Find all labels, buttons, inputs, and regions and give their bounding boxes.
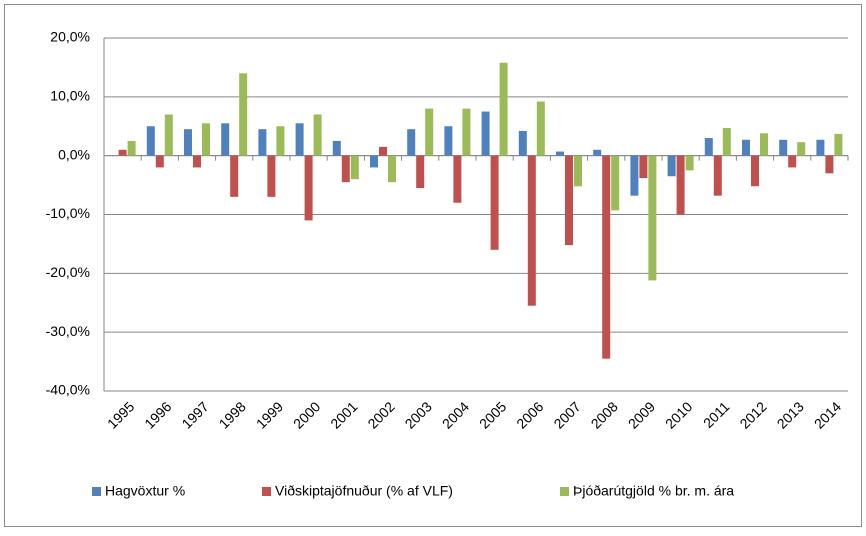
bar [593,149,602,156]
bar [685,155,694,171]
bar [164,114,173,156]
bar [490,155,499,250]
bar [258,129,267,156]
bar [556,151,564,156]
bar [713,155,722,196]
y-tick-label: -30,0% [46,323,90,339]
bar [444,126,453,156]
bar [462,108,471,156]
bar [565,155,573,246]
bar [518,130,527,156]
bar [267,155,276,197]
bar [304,155,313,221]
bar [797,142,806,156]
y-tick-label: -20,0% [46,264,90,280]
legend-swatch [560,487,569,496]
bar [676,155,685,215]
bar [313,114,322,156]
bar [332,140,341,156]
bar [704,138,713,156]
y-tick-label: 10,0% [50,88,90,104]
bar [118,149,127,156]
bar [341,155,350,183]
bar [742,139,750,156]
bar [481,111,490,156]
bar [536,101,545,156]
legend-swatch [262,487,271,496]
bar [667,155,676,177]
bar [499,62,508,156]
bar [184,129,192,156]
bar [453,155,462,203]
bar [425,108,434,156]
bar [527,155,536,306]
bar [193,155,201,168]
bar [155,155,164,168]
bar [350,155,359,180]
bar [276,126,285,156]
y-tick-label: -10,0% [46,205,90,221]
bar [611,155,620,211]
bar [127,140,136,156]
bar [370,155,378,168]
bar [825,155,834,174]
bar [295,123,304,156]
bar [630,155,639,196]
y-tick-label: -40,0% [46,382,90,398]
bar [788,155,797,168]
bar [388,155,396,183]
y-tick-label: 20,0% [50,29,90,45]
bar [230,155,239,197]
y-tick-label: 0,0% [58,146,90,162]
bar [816,139,825,156]
bar [379,146,387,156]
bar [834,133,843,156]
bar [602,155,611,359]
bar [648,155,657,281]
bar [416,155,425,189]
bar [722,128,731,156]
legend-swatch [92,487,101,496]
bar [407,129,416,156]
bar [639,155,648,179]
legend-label: Hagvöxtur % [105,483,185,499]
legend-label: Viðskiptajöfnuður (% af VLF) [275,483,453,499]
bar [221,123,230,156]
bar [146,126,155,156]
bar [574,155,582,187]
bar [239,73,248,156]
chart-frame [4,4,862,527]
legend-label: Þjóðarútgjöld % br. m. ára [573,483,734,499]
bar [751,155,759,187]
bar [779,139,788,156]
bar [760,133,768,156]
bar [202,123,210,156]
